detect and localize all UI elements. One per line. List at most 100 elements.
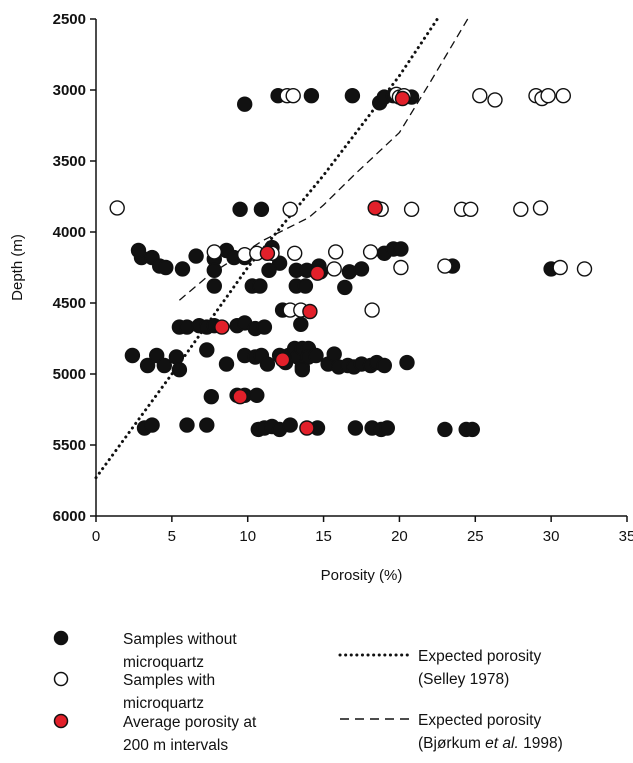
y-axis-title: Depth (m)	[9, 234, 26, 301]
point-average-porosity	[302, 303, 318, 320]
point-with-microquartz	[282, 201, 298, 218]
y-tick-label: 6000	[53, 508, 86, 525]
point-with-microquartz	[513, 201, 529, 218]
legend-bjorkum-author: (Bjørkum	[418, 735, 485, 752]
point-with-microquartz	[487, 92, 503, 108]
point-without-microquartz	[203, 389, 220, 405]
point-with-microquartz	[364, 302, 380, 318]
point-with-microquartz	[287, 245, 303, 262]
point-without-microquartz	[353, 261, 370, 277]
point-with-microquartz	[328, 244, 344, 260]
point-without-microquartz	[303, 87, 320, 104]
point-without-microquartz	[174, 261, 191, 277]
legend-label-without-line2: microquartz	[123, 654, 204, 671]
point-without-microquartz	[393, 241, 409, 257]
point-without-microquartz	[199, 342, 215, 358]
point-without-microquartz	[124, 347, 141, 364]
legend-marker-with-microquartz	[53, 671, 69, 687]
x-tick-label: 25	[467, 528, 484, 545]
point-with-microquartz	[326, 261, 342, 277]
legend-label-average-line2: 200 m intervals	[123, 737, 228, 754]
point-without-microquartz	[337, 279, 353, 296]
y-tick-label: 4500	[53, 295, 86, 312]
point-average-porosity	[259, 245, 276, 262]
point-with-microquartz	[206, 244, 223, 260]
point-without-microquartz	[344, 87, 361, 104]
x-tick-label: 10	[239, 528, 256, 545]
y-tick-label: 4000	[53, 224, 86, 241]
x-axis-title: Porosity (%)	[321, 567, 403, 584]
point-with-microquartz	[109, 200, 125, 216]
point-without-microquartz	[171, 362, 188, 378]
point-without-microquartz	[252, 278, 268, 294]
legend-marker-average-porosity	[53, 713, 69, 729]
point-average-porosity	[299, 420, 315, 436]
point-without-microquartz	[130, 242, 147, 259]
point-without-microquartz	[206, 278, 223, 294]
point-without-microquartz	[218, 356, 235, 372]
point-with-microquartz	[393, 259, 409, 276]
legend-label-without-line1: Samples without	[123, 631, 237, 648]
point-without-microquartz	[253, 201, 270, 218]
point-average-porosity	[309, 265, 326, 281]
point-without-microquartz	[236, 96, 253, 112]
point-without-microquartz	[308, 347, 324, 364]
point-average-porosity	[394, 90, 411, 107]
point-without-microquartz	[256, 319, 273, 335]
point-without-microquartz	[144, 417, 160, 433]
point-with-microquartz	[540, 87, 556, 104]
point-without-microquartz	[206, 262, 223, 278]
y-tick-label: 3000	[53, 82, 86, 99]
point-without-microquartz	[347, 420, 364, 436]
legend-bjorkum-year: 1998)	[519, 735, 563, 752]
plot-area	[94, 17, 593, 480]
point-average-porosity	[214, 319, 230, 335]
point-average-porosity	[232, 389, 248, 405]
point-without-microquartz	[464, 421, 480, 438]
point-without-microquartz	[437, 421, 453, 438]
point-with-microquartz	[403, 201, 420, 218]
point-with-microquartz	[555, 87, 571, 104]
legend-label-with-line1: Samples with	[123, 672, 215, 689]
point-without-microquartz	[232, 201, 248, 218]
y-tick-label: 5000	[53, 366, 86, 383]
point-without-microquartz	[399, 354, 415, 371]
point-without-microquartz	[188, 248, 204, 264]
point-without-microquartz	[156, 357, 173, 374]
legend-marker-without-microquartz	[53, 630, 69, 646]
point-without-microquartz	[249, 387, 265, 403]
point-without-microquartz	[158, 259, 174, 276]
x-tick-label: 35	[619, 528, 633, 545]
legend-label-bjorkum-line2: (Bjørkum et al. 1998)	[418, 735, 563, 752]
legend-label-bjorkum-line1: Expected porosity	[418, 712, 541, 729]
y-tick-label: 3500	[53, 153, 86, 170]
legend-bjorkum-etal: et al.	[485, 735, 519, 752]
point-with-microquartz	[285, 87, 301, 104]
point-average-porosity	[274, 352, 291, 368]
point-without-microquartz	[259, 356, 276, 372]
point-without-microquartz	[376, 357, 392, 374]
point-with-microquartz	[463, 201, 479, 218]
point-with-microquartz	[472, 87, 488, 104]
point-average-porosity	[367, 200, 383, 216]
point-without-microquartz	[199, 417, 215, 433]
point-without-microquartz	[297, 278, 314, 294]
point-with-microquartz	[532, 200, 549, 216]
axes: 0 5 10 15 20 25 30 35 2500 3000 3500 4000 4500 5000 55…	[53, 11, 633, 545]
curve-bjorkum	[178, 18, 469, 301]
point-without-microquartz	[294, 362, 310, 378]
x-tick-label: 30	[543, 528, 560, 545]
point-with-microquartz	[552, 259, 568, 276]
y-tick-label: 2500	[53, 11, 86, 28]
x-tick-label: 15	[315, 528, 332, 545]
point-with-microquartz	[576, 261, 593, 277]
y-tick-label: 5500	[53, 437, 86, 454]
curve-selley	[94, 17, 439, 480]
point-without-microquartz	[139, 357, 156, 374]
point-with-microquartz	[437, 258, 453, 274]
legend-label-selley-line2: (Selley 1978)	[418, 671, 509, 688]
legend-label-with-line2: microquartz	[123, 695, 204, 712]
x-tick-label: 5	[168, 528, 176, 545]
